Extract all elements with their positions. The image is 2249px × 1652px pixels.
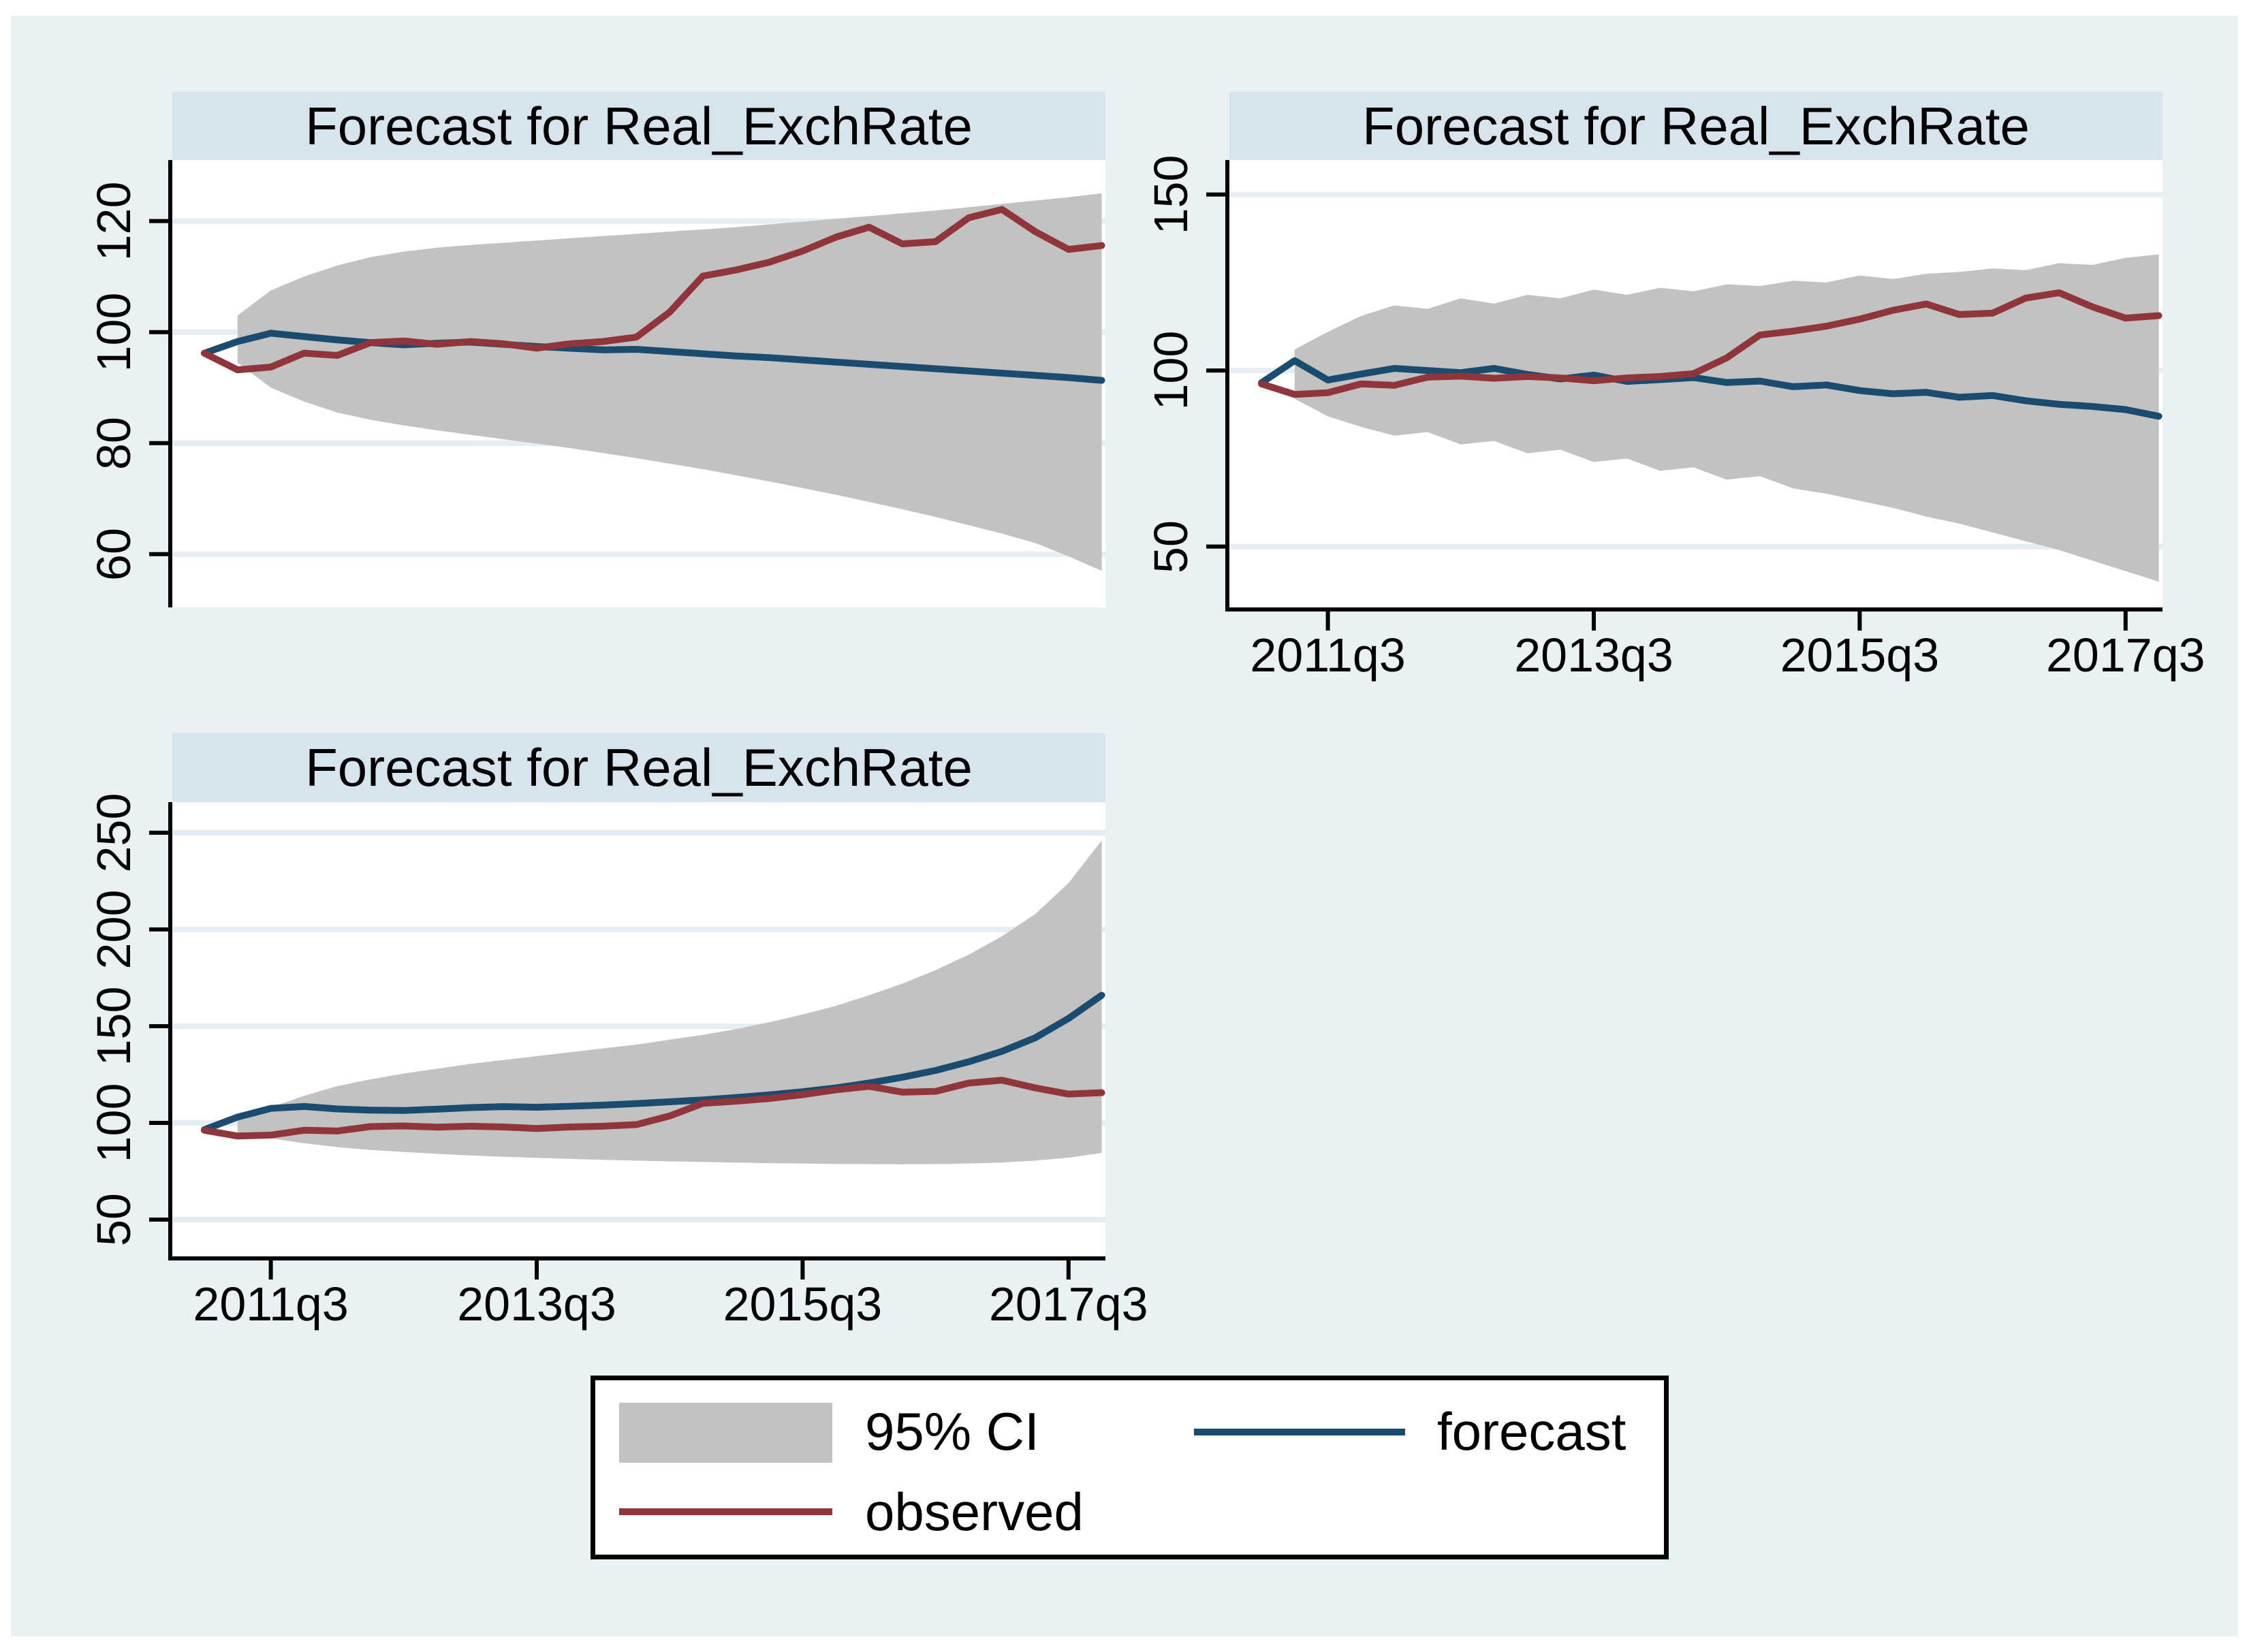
y-tick-label: 100: [1144, 330, 1197, 411]
legend-ci-label: 95% CI: [865, 1401, 1039, 1461]
panel-title: Forecast for Real_ExchRate: [172, 92, 1105, 160]
x-tick-label: 2013q3: [1514, 629, 1673, 682]
y-tick-label: 150: [1144, 155, 1197, 235]
y-tick-label: 50: [1144, 520, 1197, 573]
chart-plot-area: [149, 160, 1105, 607]
x-tick-label: 2015q3: [1780, 629, 1940, 682]
y-tick-label: 250: [87, 793, 140, 873]
x-tick-label: 2011q3: [193, 1277, 349, 1331]
x-tick-label: 2017q3: [989, 1277, 1148, 1331]
panel-title: Forecast for Real_ExchRate: [1229, 92, 2162, 160]
x-tick-label: 2013q3: [457, 1277, 616, 1331]
legend: 95% CI forecast observed: [591, 1376, 1669, 1559]
x-tick-label: 2011q3: [1250, 629, 1406, 682]
chart-plot-area: [1206, 160, 2162, 631]
panel-title: Forecast for Real_ExchRate: [172, 733, 1105, 802]
x-tick-label: 2017q3: [2046, 629, 2205, 682]
observed-line-swatch: [619, 1508, 832, 1515]
legend-forecast-label: forecast: [1437, 1401, 1626, 1461]
y-tick-label: 120: [87, 181, 140, 261]
chart-plot-area: [149, 802, 1105, 1280]
legend-observed-label: observed: [865, 1481, 1084, 1542]
x-tick-label: 2015q3: [723, 1277, 883, 1331]
ci-band-swatch: [619, 1403, 832, 1463]
forecast-line-swatch: [1194, 1429, 1405, 1435]
